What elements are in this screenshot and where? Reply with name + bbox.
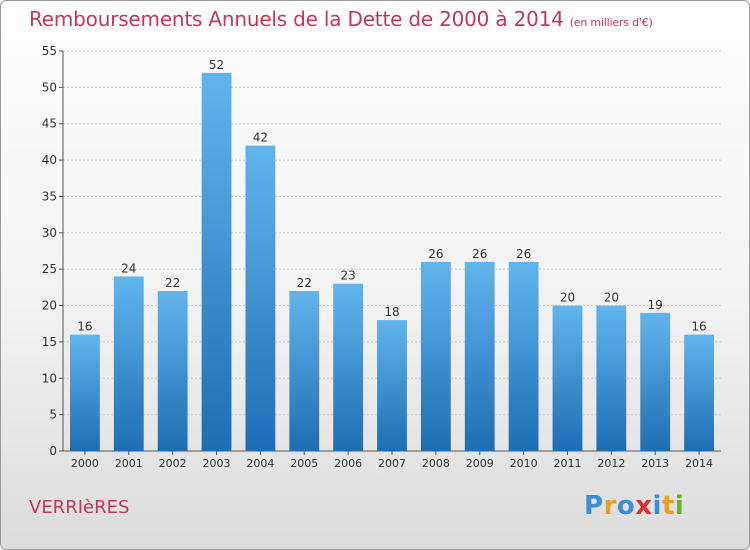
y-tick-label: 10 [42, 371, 57, 385]
y-tick-label: 35 [42, 189, 57, 203]
bar [464, 261, 495, 451]
bar-value-label: 26 [516, 247, 531, 261]
y-tick-label: 45 [42, 117, 57, 131]
y-tick-label: 40 [42, 153, 57, 167]
bar-value-label: 23 [340, 269, 355, 283]
bar [377, 320, 407, 451]
bar [596, 305, 627, 451]
bar [552, 305, 583, 451]
logo-letter: x [635, 491, 653, 521]
bar [157, 291, 188, 451]
logo-letter: o [616, 491, 636, 521]
y-tick-label: 50 [42, 80, 57, 94]
y-tick-label: 30 [42, 226, 57, 240]
x-tick-label: 2008 [422, 457, 450, 470]
logo-letter: t [661, 491, 675, 521]
bar [420, 261, 451, 451]
x-tick-label: 2010 [510, 457, 538, 470]
x-tick-label: 2000 [71, 457, 99, 470]
y-tick-label: 15 [42, 335, 57, 349]
bar-value-label: 22 [165, 276, 180, 290]
bar-layer [70, 72, 714, 452]
bar [245, 145, 276, 451]
logo-letter: i [674, 491, 685, 521]
proxiti-logo: Proxiti [584, 491, 684, 521]
y-tick-label: 0 [49, 444, 57, 458]
bar [508, 261, 539, 451]
bar-value-label: 18 [384, 305, 399, 319]
x-tick-label: 2001 [115, 457, 143, 470]
bar [684, 334, 714, 451]
x-tick-label: 2011 [553, 457, 581, 470]
bar [333, 283, 364, 451]
bar-value-label: 16 [691, 320, 706, 334]
bar-value-label: 19 [648, 298, 663, 312]
x-tick-label: 2014 [685, 457, 713, 470]
logo-letter: r [603, 491, 617, 521]
chart-subtitle: (en milliers d'€) [569, 16, 653, 29]
x-tick-label: 2009 [466, 457, 494, 470]
bar [113, 276, 144, 451]
bar-value-label: 20 [560, 291, 575, 305]
y-tick-label: 25 [42, 262, 57, 276]
commune-name: VERRIèRES [29, 497, 130, 518]
bar-value-label: 20 [604, 291, 619, 305]
bar-value-label: 22 [297, 276, 312, 290]
bar-value-label: 42 [253, 131, 268, 145]
x-tick-label: 2006 [334, 457, 362, 470]
x-tick-label: 2004 [246, 457, 274, 470]
bar [201, 72, 232, 452]
axis-layer: 0 5 10 15 20 25 30 35 40 45 50 55 2000 2001 2002 2003 20… [42, 44, 721, 470]
y-tick-label: 20 [42, 299, 57, 313]
logo-letter: P [584, 491, 604, 521]
logo-letter: i [652, 491, 662, 521]
bar-value-label: 16 [77, 320, 92, 334]
bar-value-label: 24 [121, 261, 136, 275]
bar [70, 334, 100, 451]
chart-title-text: Remboursements Annuels de la Dette de 20… [29, 7, 564, 31]
y-tick-label: 55 [42, 44, 57, 58]
bar-value-label: 26 [472, 247, 487, 261]
y-tick-label: 5 [49, 408, 57, 422]
chart-title: Remboursements Annuels de la Dette de 20… [29, 7, 653, 31]
label-layer: 16 24 22 52 42 22 23 18 26 26 26 20 20 19 16 [77, 58, 706, 334]
bar [640, 312, 671, 451]
bar-value-label: 52 [209, 58, 224, 72]
x-tick-label: 2003 [203, 457, 231, 470]
x-tick-label: 2013 [641, 457, 669, 470]
x-tick-label: 2002 [159, 457, 187, 470]
x-tick-label: 2007 [378, 457, 406, 470]
x-tick-label: 2012 [597, 457, 625, 470]
x-tick-label: 2005 [290, 457, 318, 470]
bar-value-label: 26 [428, 247, 443, 261]
bar [289, 291, 320, 451]
